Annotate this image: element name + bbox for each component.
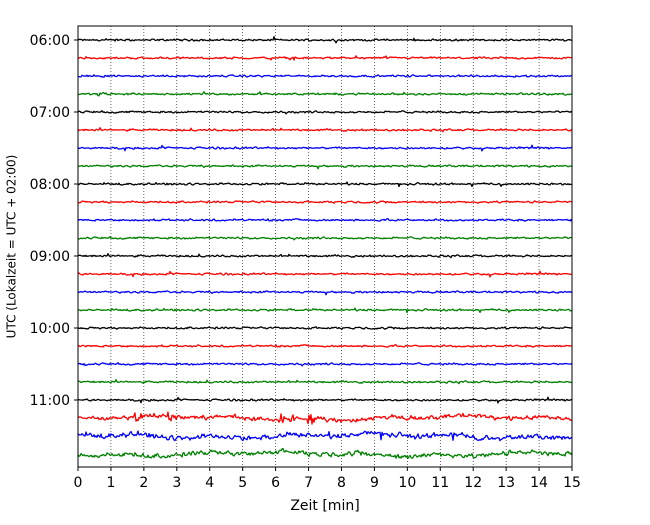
trace-line-10 (77, 218, 573, 222)
x-axis-title: Zeit [min] (290, 498, 359, 514)
x-tick-label: 2 (139, 475, 148, 491)
x-tick-label: 8 (337, 475, 346, 491)
trace-line-14 (78, 290, 573, 296)
trace-line-5 (77, 127, 573, 133)
x-tick-label: 7 (304, 475, 313, 491)
y-tick-label: 06:00 (30, 33, 70, 49)
trace-line-0 (77, 36, 573, 44)
trace-line-4 (77, 110, 573, 115)
x-tick-label: 9 (370, 475, 379, 491)
x-tick-label: 11 (431, 475, 449, 491)
trace-line-17 (77, 344, 573, 348)
trace-line-9 (78, 200, 573, 204)
trace-line-12 (77, 253, 573, 259)
trace-line-6 (77, 144, 573, 152)
trace-line-11 (77, 236, 573, 241)
x-tick-label: 1 (106, 475, 115, 491)
x-tick-label: 6 (271, 475, 280, 491)
trace-line-18 (77, 362, 573, 367)
y-tick-label: 09:00 (30, 249, 70, 265)
x-tick-label: 3 (172, 475, 181, 491)
trace-line-23 (77, 447, 573, 459)
y-axis-ticks: 06:00 07:00 08:00 09:00 10:00 11:00 (30, 33, 78, 409)
x-tick-label: 14 (530, 475, 548, 491)
y-axis-title: UTC (Lokalzeit = UTC + 02:00) (5, 155, 19, 339)
y-tick-label: 07:00 (30, 105, 70, 121)
trace-lines (77, 36, 573, 459)
x-tick-label: 4 (205, 475, 214, 491)
trace-line-2 (78, 74, 573, 78)
trace-line-20 (77, 396, 573, 404)
trace-line-21 (77, 411, 573, 425)
x-tick-label: 15 (563, 475, 581, 491)
y-tick-label: 11:00 (30, 393, 70, 409)
x-tick-label: 0 (74, 475, 83, 491)
trace-line-22 (77, 430, 573, 442)
trace-line-16 (77, 326, 573, 330)
y-tick-label: 10:00 (30, 321, 70, 337)
trace-line-13 (77, 270, 573, 278)
trace-line-8 (77, 181, 573, 188)
x-tick-label: 12 (464, 475, 482, 491)
trace-line-7 (77, 164, 573, 170)
trace-line-1 (77, 55, 573, 61)
x-tick-label: 10 (398, 475, 416, 491)
x-axis-ticks: 0 1 2 3 4 5 6 7 8 9 10 11 12 13 14 15 (74, 467, 581, 491)
x-tick-label: 13 (497, 475, 515, 491)
plot-frame (77, 25, 573, 468)
trace-line-15 (77, 307, 573, 314)
x-tick-label: 5 (238, 475, 247, 491)
trace-line-19 (77, 379, 573, 385)
trace-line-3 (77, 91, 573, 97)
y-tick-label: 08:00 (30, 177, 70, 193)
